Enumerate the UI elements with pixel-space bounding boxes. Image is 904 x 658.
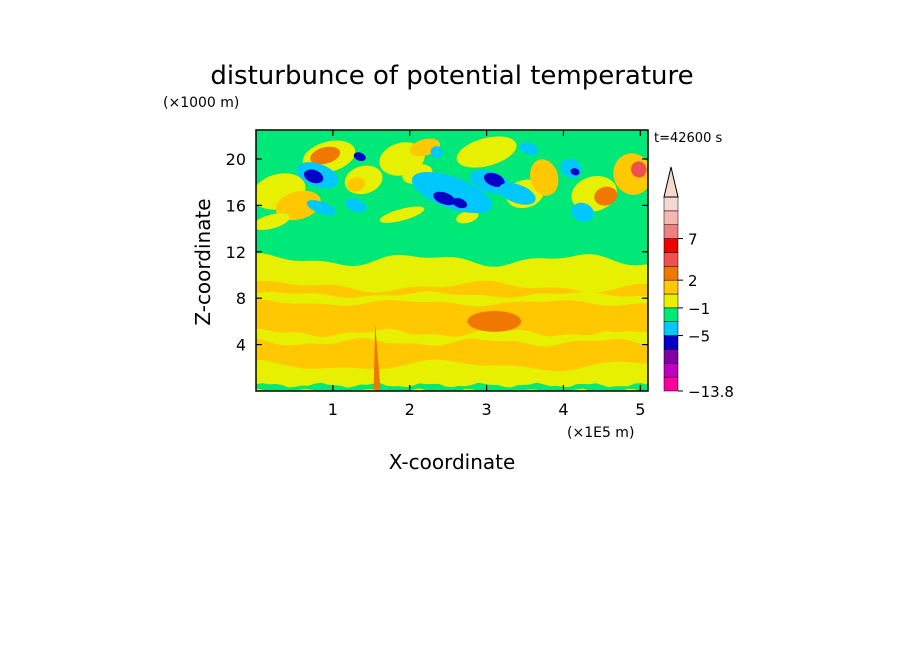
colorbar-label: 2 [688, 272, 698, 290]
y-tick-label: 4 [236, 336, 246, 355]
band-yellow-streak [256, 328, 648, 347]
colorbar-swatch [663, 376, 679, 392]
colorbar: 7 2 −1 −5 −13.8 [663, 166, 734, 401]
colorbar-label: −1 [688, 300, 710, 318]
colorbar-swatch [663, 335, 679, 350]
x-tick-label: 3 [481, 400, 491, 419]
warm-cell [275, 190, 321, 221]
colorbar-swatch [663, 266, 679, 281]
warm-cell [530, 159, 559, 196]
colorbar-label: −13.8 [688, 383, 734, 401]
colorbar-label: −5 [688, 328, 710, 346]
cold-cell [570, 168, 580, 176]
x-unit-label: (×1E5 m) [567, 425, 634, 441]
orange-max-cell [467, 310, 522, 332]
cold-cell [304, 169, 324, 184]
cold-cell [353, 152, 366, 162]
y-tick-label: 12 [226, 243, 246, 262]
cold-cell [411, 172, 493, 214]
warm-cell [256, 213, 291, 231]
colorbar-label: 7 [688, 231, 698, 249]
y-axis-ticks: 4 8 12 16 20 [226, 150, 648, 355]
cold-cell [306, 200, 336, 216]
warm-cell [379, 206, 425, 223]
colorbar-swatch [663, 224, 679, 239]
warm-cell [456, 210, 479, 224]
colorbar-swatch [663, 196, 679, 212]
warm-cell [631, 161, 647, 178]
orange-cell [390, 310, 429, 325]
cold-cell [433, 191, 456, 206]
colorbar-swatch [663, 293, 679, 309]
cold-cell [483, 172, 505, 187]
cold-cell [345, 198, 367, 213]
colorbar-swatch [663, 252, 679, 267]
x-tick-label: 4 [558, 400, 568, 419]
x-axis-ticks: 1 2 3 4 5 [328, 130, 645, 419]
y-tick-label: 20 [226, 150, 246, 169]
colorbar-swatch [663, 363, 679, 378]
colorbar-swatch [663, 307, 679, 322]
warm-cell [310, 146, 341, 165]
cold-cell [430, 146, 443, 158]
contour-field [256, 130, 648, 391]
colorbar-arrow [663, 166, 679, 198]
colorbar-swatch [663, 279, 679, 295]
x-tick-label: 5 [635, 400, 645, 419]
y-tick-label: 16 [226, 196, 246, 215]
colorbar-swatch [663, 238, 679, 253]
chart-title: disturbunce of potential temperature [210, 61, 693, 91]
band-yellow-streak [256, 291, 648, 307]
x-axis-label: X-coordinate [389, 450, 516, 474]
cold-cell [498, 182, 536, 205]
x-tick-label: 2 [405, 400, 415, 419]
colorbar-swatch [663, 210, 679, 225]
time-label: t=42600 s [654, 131, 722, 146]
warm-cell [456, 136, 517, 168]
y-unit-label: (×1000 m) [163, 95, 239, 111]
cold-cell [452, 197, 468, 209]
warm-cell [346, 177, 366, 192]
band-bottom-green [256, 382, 648, 391]
x-tick-label: 1 [328, 400, 338, 419]
plot-frame [255, 129, 649, 392]
y-tick-label: 8 [236, 289, 246, 308]
warm-cell [594, 186, 618, 206]
cold-cell [571, 202, 594, 222]
cold-cell [519, 142, 538, 155]
surface-spike [373, 323, 381, 390]
y-axis-label: Z-coordinate [191, 198, 215, 325]
colorbar-swatch [663, 321, 679, 336]
orange-cell [594, 315, 641, 332]
colorbar-swatch [663, 349, 679, 364]
